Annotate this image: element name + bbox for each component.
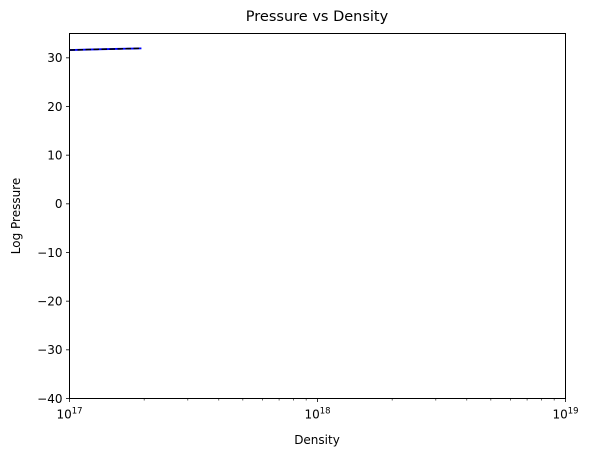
- y-axis-label: Log Pressure: [9, 178, 23, 255]
- y-tick-label: 20: [47, 100, 62, 114]
- plot-area: [69, 33, 566, 399]
- y-tick-label: −20: [37, 294, 62, 308]
- x-tick-label: 1018: [304, 407, 330, 422]
- y-tick-label: −30: [37, 343, 62, 357]
- series-layer: [69, 47, 142, 51]
- x-axis-label: Density: [294, 433, 340, 447]
- x-tick-label: 1017: [56, 407, 82, 422]
- x-tick-label: 1019: [552, 407, 578, 422]
- chart-title: Pressure vs Density: [246, 9, 389, 25]
- y-tick-label: 30: [47, 51, 62, 65]
- y-tick-label: −10: [37, 246, 62, 260]
- x-axis: 1017 1018 1019: [56, 398, 579, 422]
- y-tick-label: 0: [55, 197, 63, 211]
- y-tick-label: 10: [47, 148, 62, 162]
- series-line-2: [69, 47, 142, 51]
- y-tick-label: −40: [37, 392, 62, 406]
- y-axis: 30 20 10 0 −10 −20 −30 −40: [37, 51, 70, 406]
